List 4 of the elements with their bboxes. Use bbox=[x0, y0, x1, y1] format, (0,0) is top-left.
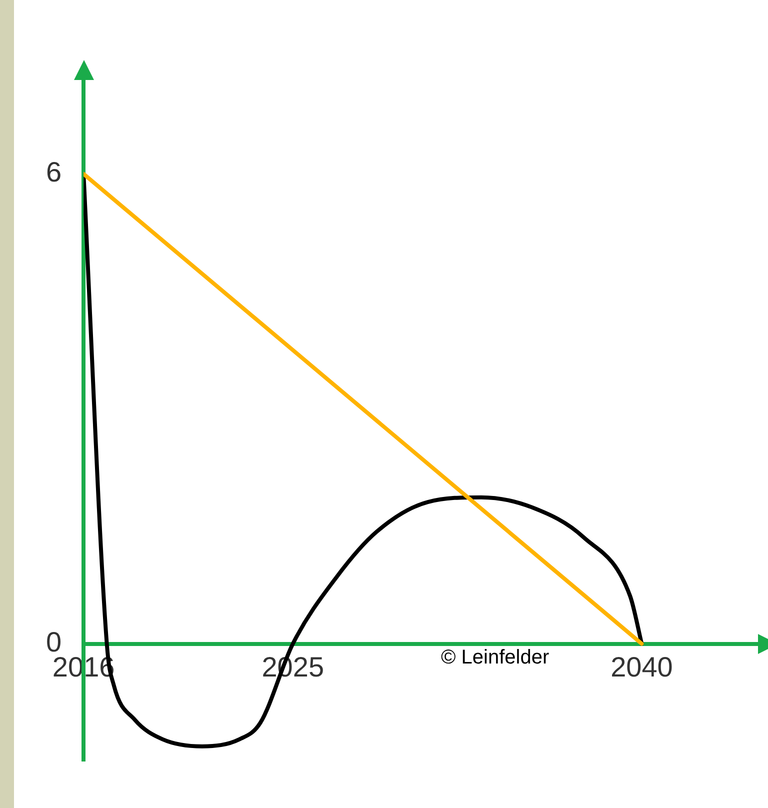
y-tick-label: 0 bbox=[46, 626, 62, 658]
annotation: © Leinfelder bbox=[441, 646, 550, 668]
x-tick-label: 2040 bbox=[610, 651, 673, 682]
y-tick-label: 6 bbox=[46, 156, 62, 188]
